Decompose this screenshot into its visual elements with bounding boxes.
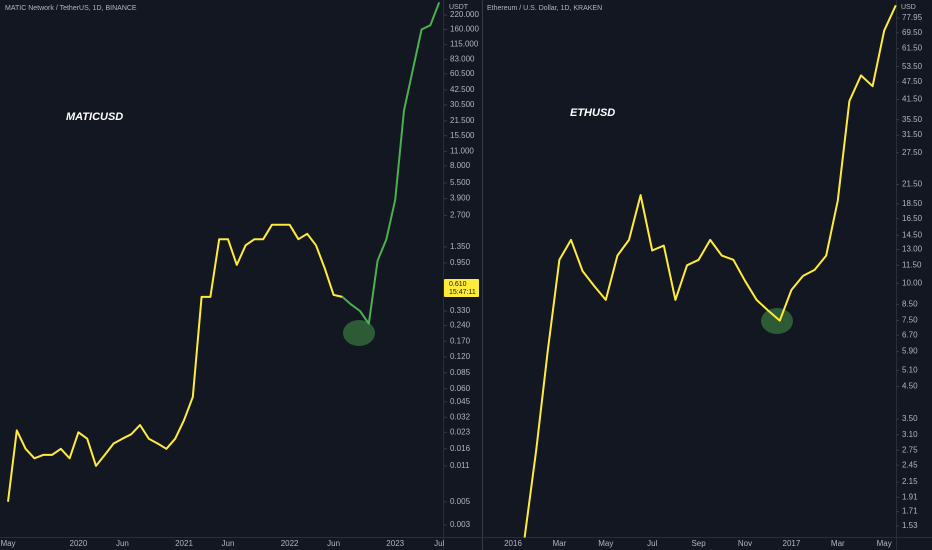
y-tick-label: 0.170 xyxy=(450,336,471,345)
y-tick-label: 30.500 xyxy=(450,100,475,109)
highlight-circle xyxy=(761,308,793,334)
y-tick-label: 0.023 xyxy=(450,427,471,436)
y-tick-label: 0.005 xyxy=(450,497,471,506)
x-tick-label: May xyxy=(0,539,15,548)
y-tick-label: 5.500 xyxy=(450,178,471,187)
y-tick-label: 83.000 xyxy=(450,55,475,64)
y-tick-label: 2.45 xyxy=(902,460,918,469)
y-tick-label: 35.50 xyxy=(902,115,923,124)
y-tick-label: 115.000 xyxy=(450,40,479,49)
y-tick-label: 220.000 xyxy=(450,10,479,19)
chart-title: MATIC Network / TetherUS, 1D, BINANCE xyxy=(5,5,137,12)
x-tick-label: 2021 xyxy=(175,539,193,548)
y-tick-label: 31.50 xyxy=(902,130,923,139)
y-tick-label: 0.032 xyxy=(450,412,471,421)
y-tick-label: 1.91 xyxy=(902,492,918,501)
y-tick-label: 53.50 xyxy=(902,62,923,71)
x-tick-label: May xyxy=(877,539,892,548)
axis-unit: USDT xyxy=(449,4,469,11)
y-tick-label: 41.50 xyxy=(902,95,923,104)
y-tick-label: 0.120 xyxy=(450,352,471,361)
y-tick-label: 14.50 xyxy=(902,230,923,239)
highlight-circle xyxy=(343,320,375,346)
x-tick-label: 2022 xyxy=(281,539,299,548)
annotation: MATICUSD xyxy=(66,111,123,123)
axis-unit: USD xyxy=(901,4,916,11)
x-tick-label: Sep xyxy=(691,539,706,548)
price-line xyxy=(7,223,343,502)
y-tick-label: 77.95 xyxy=(902,13,923,22)
y-tick-label: 8.50 xyxy=(902,300,918,309)
y-tick-label: 18.50 xyxy=(902,199,923,208)
x-tick-label: 2016 xyxy=(504,539,522,548)
y-tick-label: 47.50 xyxy=(902,77,923,86)
x-tick-label: Mar xyxy=(831,539,845,548)
y-tick-label: 61.50 xyxy=(902,44,923,53)
y-tick-label: 0.003 xyxy=(450,520,471,529)
y-tick-label: 3.50 xyxy=(902,414,918,423)
x-tick-label: Mar xyxy=(553,539,567,548)
x-tick-label: 2017 xyxy=(783,539,801,548)
y-tick-label: 16.50 xyxy=(902,214,923,223)
y-tick-label: 2.15 xyxy=(902,477,918,486)
y-tick-label: 0.240 xyxy=(450,321,471,330)
y-tick-label: 7.50 xyxy=(902,316,918,325)
y-tick-label: 60.500 xyxy=(450,69,475,78)
y-tick-label: 10.00 xyxy=(902,278,923,287)
y-tick-label: 6.70 xyxy=(902,330,918,339)
y-tick-label: 27.50 xyxy=(902,148,923,157)
y-tick-label: 5.90 xyxy=(902,347,918,356)
y-tick-label: 1.71 xyxy=(902,507,918,516)
y-tick-label: 0.330 xyxy=(450,306,471,315)
x-tick-label: Jun xyxy=(222,539,235,548)
x-tick-label: Jun xyxy=(327,539,340,548)
y-tick-label: 2.75 xyxy=(902,445,918,454)
price-line xyxy=(523,4,897,538)
countdown: 15:47:11 xyxy=(449,289,476,296)
y-tick-label: 13.00 xyxy=(902,245,923,254)
x-tick-label: Jul xyxy=(434,539,444,548)
x-tick-label: Nov xyxy=(738,539,752,548)
y-tick-label: 0.950 xyxy=(450,258,471,267)
y-tick-label: 69.50 xyxy=(902,28,923,37)
annotation: ETHUSD xyxy=(570,107,615,119)
chart-title: Ethereum / U.S. Dollar, 1D, KRAKEN xyxy=(487,5,602,12)
x-tick-label: May xyxy=(598,539,613,548)
y-tick-label: 0.045 xyxy=(450,397,471,406)
y-tick-label: 11.50 xyxy=(902,260,922,269)
price-label-box xyxy=(444,279,479,297)
y-tick-label: 15.500 xyxy=(450,131,475,140)
y-tick-label: 3.900 xyxy=(450,194,471,203)
y-tick-label: 42.500 xyxy=(450,85,475,94)
y-tick-label: 11.000 xyxy=(450,147,474,156)
x-tick-label: Jun xyxy=(116,539,129,548)
y-tick-label: 1.53 xyxy=(902,521,918,530)
x-tick-label: 2023 xyxy=(386,539,404,548)
y-tick-label: 0.060 xyxy=(450,384,471,393)
y-tick-label: 0.016 xyxy=(450,444,471,453)
x-tick-label: Jul xyxy=(647,539,657,548)
y-tick-label: 21.50 xyxy=(902,180,923,189)
y-tick-label: 3.10 xyxy=(902,430,918,439)
x-tick-label: 2020 xyxy=(70,539,88,548)
y-tick-label: 4.50 xyxy=(902,382,918,391)
y-tick-label: 0.011 xyxy=(450,461,470,470)
y-tick-label: 160.000 xyxy=(450,25,479,34)
y-tick-label: 0.085 xyxy=(450,368,471,377)
y-tick-label: 21.500 xyxy=(450,116,475,125)
price-label: 0.610 xyxy=(449,281,467,288)
y-tick-label: 8.000 xyxy=(450,161,471,170)
y-tick-label: 5.10 xyxy=(902,366,918,375)
price-line xyxy=(341,2,441,325)
y-tick-label: 1.350 xyxy=(450,242,471,251)
y-tick-label: 2.700 xyxy=(450,210,471,219)
